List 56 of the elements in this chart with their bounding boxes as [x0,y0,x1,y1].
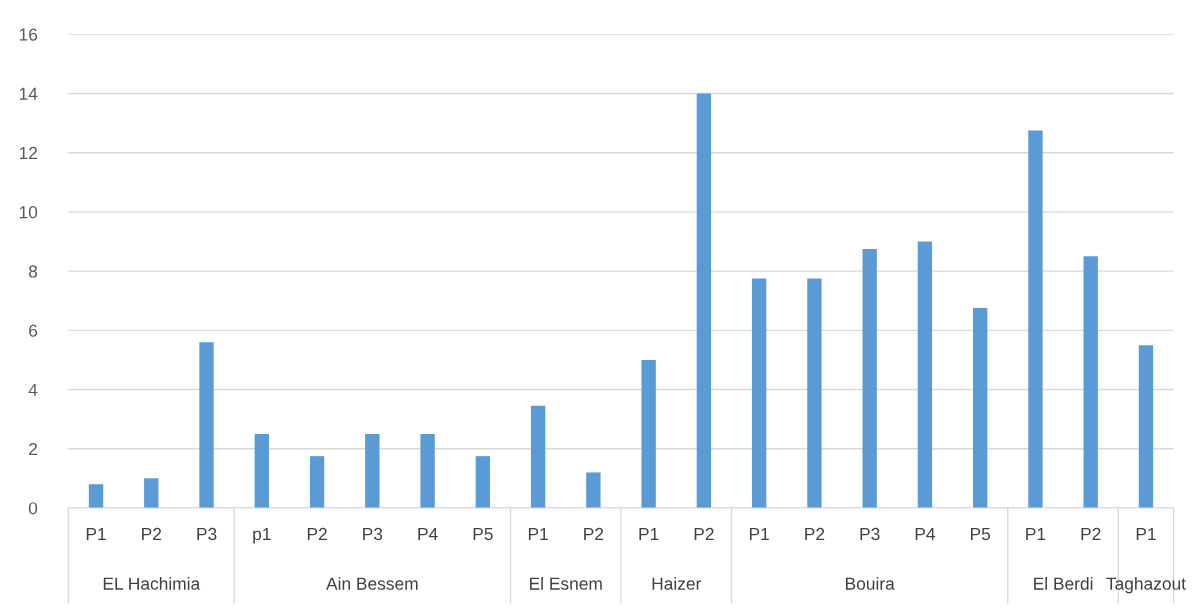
y-tick-label: 10 [19,206,38,219]
y-tick-label: 16 [19,28,38,41]
x-tick-label: P1 [1026,528,1046,540]
bar [696,93,712,508]
bar [862,248,877,508]
text: Taghazout [1106,577,1186,594]
x-tick-label: P1 [639,528,659,540]
bar [365,433,380,508]
bar [1083,256,1098,508]
x-tick-label: P2 [307,527,327,540]
x-tick-label: P5 [473,528,493,541]
y-tick-label: 12 [19,146,37,159]
x-tick-label: P1 [749,528,769,540]
bar [917,241,933,508]
bar [309,456,325,508]
y-tick-label: 4 [28,383,38,396]
bar [1138,345,1154,508]
text: Ain Bessem [326,577,418,590]
x-tick-label: P2 [805,527,825,540]
x-tick-label: P5 [971,528,991,541]
bar [973,308,988,508]
text: El Berdi [1034,577,1093,590]
y-tick-label: 0 [28,502,38,515]
x-tick-label: p1 [253,528,271,544]
bar [586,472,601,508]
x-tick-label: P3 [860,527,880,541]
bar [641,359,656,508]
x-tick-label: P4 [915,528,936,540]
x-tick-label: P3 [363,527,383,541]
text: EL Hachimia [103,577,201,590]
text: El Esnem [530,577,602,590]
text: Bouira [846,577,895,590]
bar [420,433,435,508]
x-tick-label: P2 [584,527,604,540]
x-tick-label: P2 [142,527,162,540]
x-tick-label: P1 [528,528,548,540]
x-tick-label: P1 [1136,528,1156,540]
bar [199,342,214,508]
text: Haizer [652,577,702,590]
x-tick-label: P1 [86,528,106,540]
x-tick-label: P3 [197,527,217,541]
bar [254,433,269,508]
bar [1028,130,1043,508]
bar [751,278,767,508]
y-tick-label: 6 [29,324,38,337]
x-tick-label: P4 [418,528,438,540]
y-tick-label: 14 [19,87,38,100]
x-tick-label: P2 [694,527,714,540]
bar [144,478,159,508]
y-tick-label: 8 [28,265,38,278]
bar [530,405,546,508]
bar [807,278,822,508]
bar [475,456,491,508]
x-tick-label: P2 [1081,527,1101,540]
y-tick-label: 2 [29,442,37,456]
bar [88,484,104,508]
